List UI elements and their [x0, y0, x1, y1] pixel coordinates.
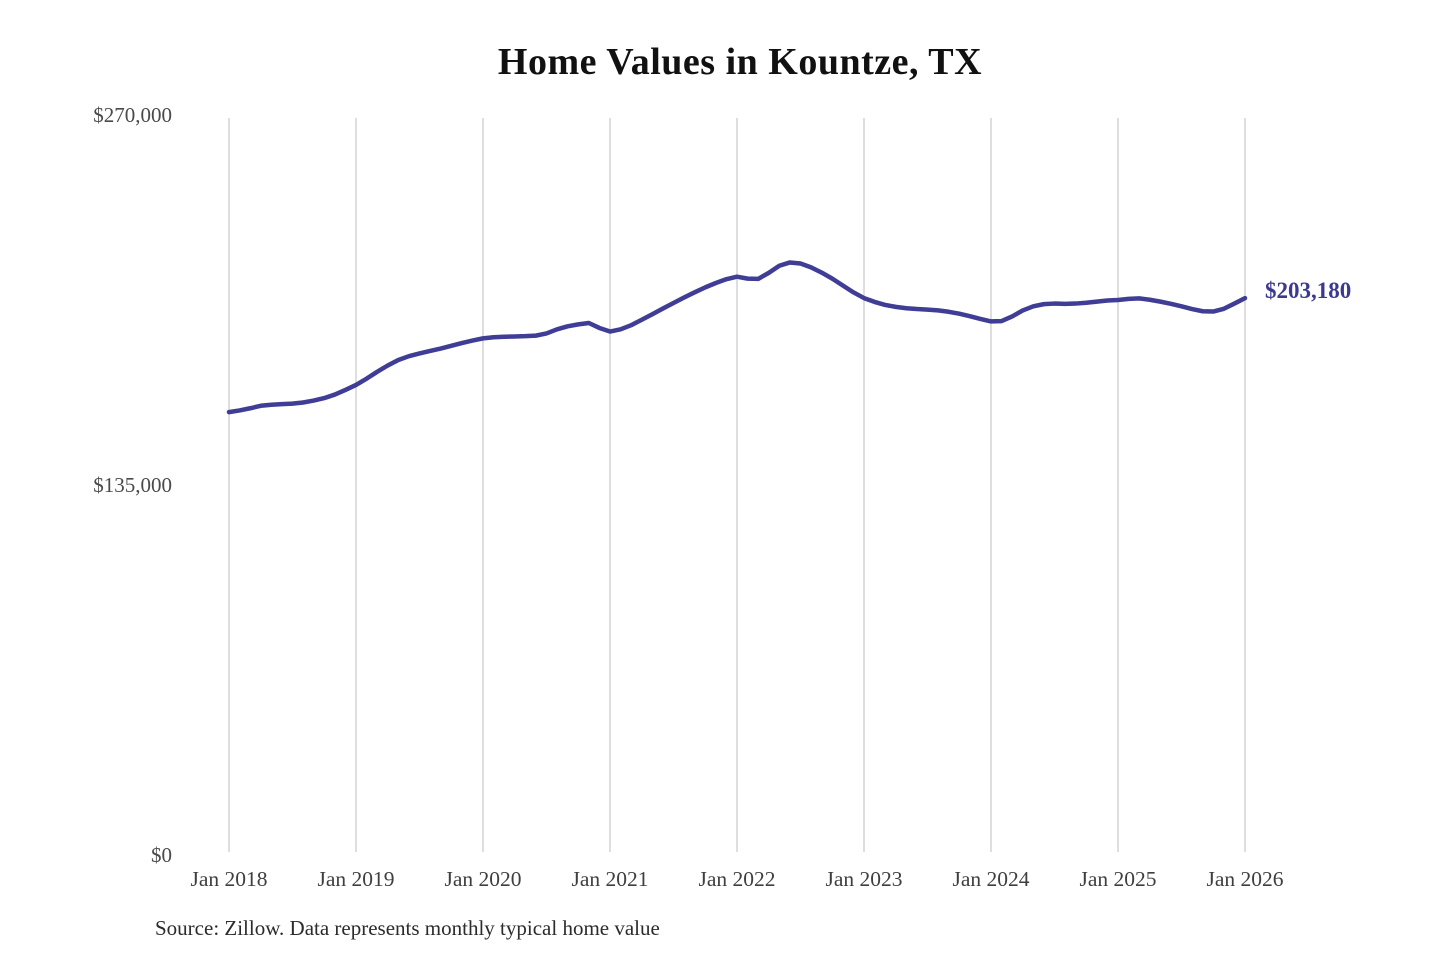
current-value-label: $203,180 [1265, 278, 1351, 303]
home-value-line [226, 260, 1248, 415]
x-tick-label: Jan 2022 [698, 867, 775, 891]
x-tick-label: Jan 2021 [571, 867, 648, 891]
x-tick-label: Jan 2019 [317, 867, 394, 891]
x-tick-label: Jan 2018 [190, 867, 267, 891]
x-tick-label: Jan 2020 [444, 867, 521, 891]
x-tick-label: Jan 2023 [825, 867, 902, 891]
y-tick-label: $135,000 [93, 473, 172, 497]
x-tick-label: Jan 2026 [1206, 867, 1283, 891]
y-tick-label: $270,000 [93, 103, 172, 127]
y-tick-label: $0 [151, 843, 172, 867]
x-tick-label: Jan 2025 [1079, 867, 1156, 891]
chart-title: Home Values in Kountze, TX [497, 41, 983, 83]
source-note: Source: Zillow. Data represents monthly … [155, 916, 660, 940]
x-tick-label: Jan 2024 [952, 867, 1029, 891]
